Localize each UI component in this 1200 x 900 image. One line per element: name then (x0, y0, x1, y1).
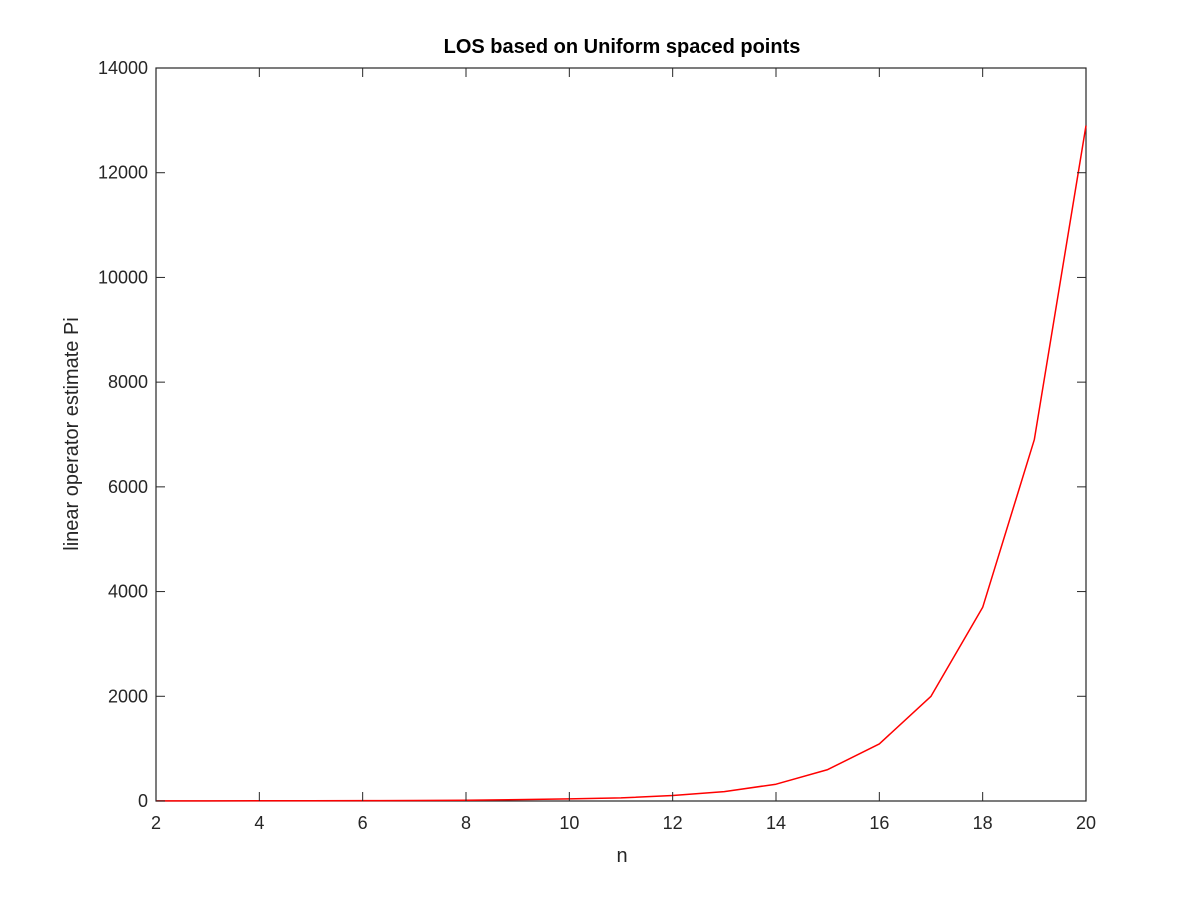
x-tick-label: 16 (869, 813, 889, 833)
x-tick-label: 18 (973, 813, 993, 833)
y-tick-label: 14000 (98, 58, 148, 78)
y-tick-label: 2000 (108, 686, 148, 706)
x-tick-label: 12 (663, 813, 683, 833)
x-tick-label: 14 (766, 813, 786, 833)
plot-frame (155, 67, 1087, 802)
chart-title: LOS based on Uniform spaced points (444, 36, 801, 58)
x-tick-label: 2 (151, 813, 161, 833)
x-tick-label: 8 (461, 813, 471, 833)
y-tick-label: 0 (138, 791, 148, 811)
y-tick-label: 8000 (108, 372, 148, 392)
x-tick-label: 10 (559, 813, 579, 833)
x-tick-label: 6 (358, 813, 368, 833)
y-tick-label: 12000 (98, 163, 148, 183)
y-axis: 0 2000 4000 6000 8000 10000 12000 14000 (98, 58, 1086, 811)
plot-area (155, 67, 1087, 802)
x-tick-label: 4 (254, 813, 264, 833)
x-axis-label: n (616, 845, 627, 867)
series-layer (156, 125, 1087, 802)
y-axis-label: linear operator estimate Pi (61, 317, 83, 550)
y-tick-label: 6000 (108, 477, 148, 497)
series-line (156, 125, 1087, 802)
x-tick-label: 20 (1076, 813, 1096, 833)
y-tick-label: 4000 (108, 582, 148, 602)
x-axis: 2 4 6 8 10 12 14 16 18 20 (151, 68, 1096, 833)
y-tick-label: 10000 (98, 267, 148, 287)
